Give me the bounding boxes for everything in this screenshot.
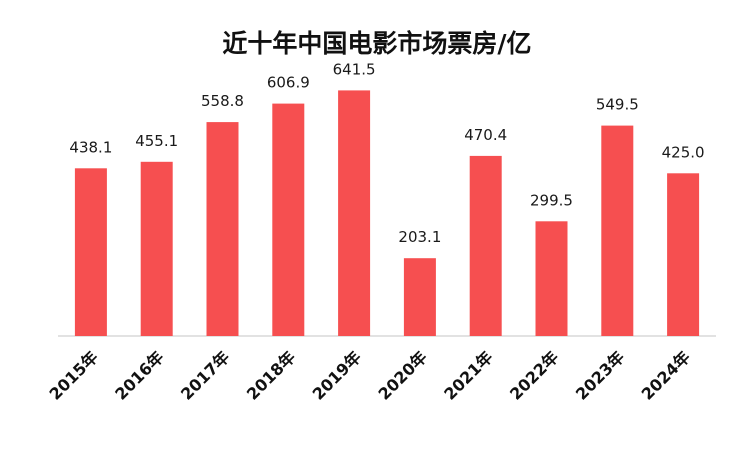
bar (74, 168, 107, 336)
x-tick-label: 2020年 (374, 347, 430, 403)
value-labels-group: 438.1 455.1 558.8 606.9 641.5 203.1 470.4 299.5… (69, 60, 704, 246)
data-label: 203.1 (398, 228, 441, 246)
x-tick-label: 2017年 (177, 347, 233, 403)
data-label: 606.9 (267, 74, 310, 92)
x-tick-label: 2022年 (506, 347, 562, 403)
data-label: 455.1 (135, 132, 178, 150)
bar (338, 90, 371, 337)
x-tick-label: 2021年 (440, 347, 496, 403)
data-label: 641.5 (333, 60, 376, 78)
bar (469, 155, 502, 336)
x-tick-label: 2023年 (572, 347, 628, 403)
bars-group (74, 90, 700, 337)
x-tick-label: 2024年 (638, 347, 694, 403)
bar (206, 122, 239, 336)
bar (272, 103, 305, 336)
bar (601, 125, 634, 336)
data-label: 558.8 (201, 92, 244, 110)
x-tick-label: 2018年 (243, 347, 299, 403)
data-label: 299.5 (530, 191, 573, 209)
data-label: 470.4 (464, 126, 507, 144)
data-label: 425.0 (662, 143, 705, 161)
bar (140, 161, 173, 336)
category-labels-group: 2015年 2016年 2017年 2018年 2019年 2020年 2021年 2022年… (45, 347, 693, 403)
x-tick-label: 2015年 (45, 347, 101, 403)
x-tick-label: 2019年 (309, 347, 365, 403)
bar (535, 221, 568, 336)
chart-title: 近十年中国电影市场票房/亿 (222, 29, 531, 58)
data-label: 438.1 (69, 138, 112, 156)
x-tick-label: 2016年 (111, 347, 167, 403)
data-label: 549.5 (596, 96, 639, 114)
bar (403, 258, 436, 336)
bar (667, 173, 700, 336)
